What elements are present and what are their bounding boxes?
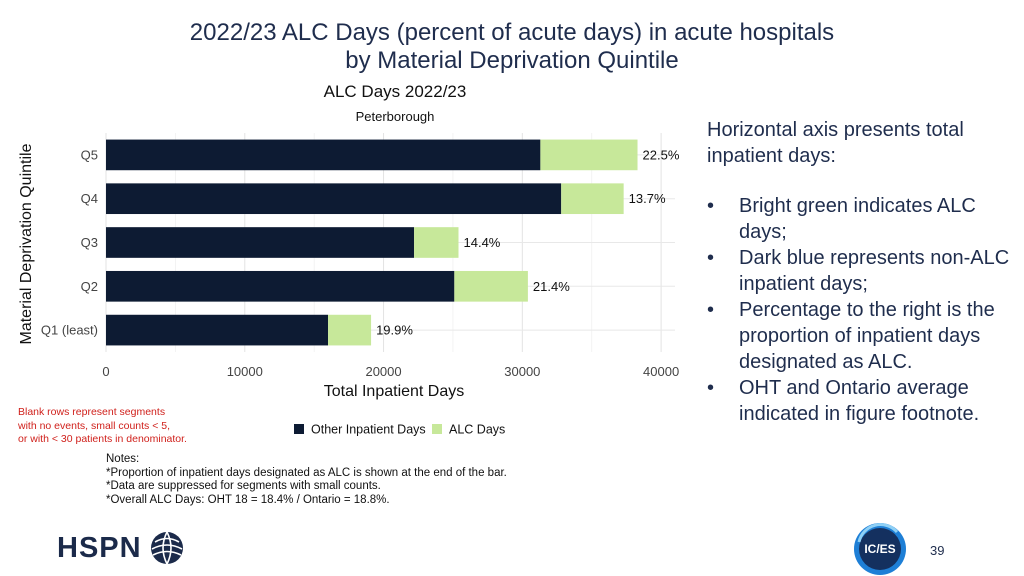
explanation-item-text: Dark blue represents non-ALC inpatient d… xyxy=(739,247,1010,295)
bar-segment-other-inpatient-days xyxy=(106,314,329,346)
bar-data-label: 21.4% xyxy=(533,279,570,294)
bullet-glyph: • xyxy=(707,299,715,321)
explanation-item-text: Bright green indicates ALC days; xyxy=(739,195,976,243)
x-tick-label: 40000 xyxy=(643,364,679,379)
chart-subtitle: Peterborough xyxy=(356,109,435,124)
bar-data-label: 14.4% xyxy=(464,235,501,250)
bar-data-label: 19.9% xyxy=(376,323,413,338)
explanation-list: • Bright green indicates ALC days; • Dark … xyxy=(707,193,1017,427)
page-number: 39 xyxy=(930,543,945,558)
notes-line: Notes: xyxy=(106,453,140,465)
bar-segment-alc-days xyxy=(540,139,638,171)
explanation-item-text: Percentage to the right is the proportio… xyxy=(739,299,995,373)
globe-icon xyxy=(150,531,183,565)
bar-segment-alc-days xyxy=(328,314,372,346)
bar-segment-other-inpatient-days xyxy=(106,183,562,215)
bar-segment-alc-days xyxy=(561,183,624,215)
notes-line: *Data are suppressed for segments with s… xyxy=(106,480,381,492)
blank-rows-note: Blank rows represent segments with no ev… xyxy=(18,406,218,447)
explanation-item-text: OHT and Ontario average indicated in fig… xyxy=(739,377,980,425)
bullet-glyph: • xyxy=(707,195,715,217)
bar-segment-alc-days xyxy=(454,270,528,302)
bullet-glyph: • xyxy=(707,247,715,269)
x-tick-label: 30000 xyxy=(504,364,540,379)
notes-line: *Overall ALC Days: OHT 18 = 18.4% / Onta… xyxy=(106,493,390,506)
blank-note-line: Blank rows represent segments xyxy=(18,406,166,418)
y-axis-label: Material Deprivation Quintile xyxy=(18,143,35,344)
blank-note-line: or with < 30 patients in denominator. xyxy=(18,433,187,445)
slide-title-line-1: 2022/23 ALC Days (percent of acute days)… xyxy=(189,19,835,46)
x-tick-label: 10000 xyxy=(227,364,263,379)
x-axis-label: Total Inpatient Days xyxy=(324,383,465,400)
y-tick-label: Q4 xyxy=(81,191,98,206)
explanation-item: • Percentage to the right is the proporti… xyxy=(707,297,1017,375)
hspn-logo-text: HSPN xyxy=(57,531,142,564)
ices-logo: IC/ES xyxy=(854,523,906,575)
explanation-item: • Dark blue represents non-ALC inpatient … xyxy=(707,245,1017,297)
x-tick-label: 20000 xyxy=(365,364,401,379)
bar-segment-alc-days xyxy=(414,227,459,258)
bar-data-label: 22.5% xyxy=(643,147,680,162)
bar-data-label: 13.7% xyxy=(629,191,666,206)
explanation-item: • Bright green indicates ALC days; xyxy=(707,193,1017,245)
blank-note-line: with no events, small counts < 5, xyxy=(18,419,171,432)
y-tick-label: Q3 xyxy=(81,235,98,250)
bar-segment-other-inpatient-days xyxy=(106,227,415,258)
explanation-intro: Horizontal axis presents total inpatient… xyxy=(707,119,964,167)
chart-title: ALC Days 2022/23 xyxy=(324,82,467,101)
chart-legend: Other Inpatient Days ALC Days xyxy=(294,423,505,437)
y-tick-label: Q2 xyxy=(81,279,98,294)
y-tick-label: Q1 (least) xyxy=(41,323,98,338)
x-tick-label: 0 xyxy=(102,364,109,379)
explanation-panel: Horizontal axis presents total inpatient… xyxy=(707,117,1017,427)
y-tick-label: Q5 xyxy=(81,147,98,162)
hspn-logo: HSPN xyxy=(57,528,186,568)
legend-swatch-alc-days xyxy=(432,424,442,434)
legend-swatch-other-inpatient-days xyxy=(294,424,304,434)
slide-title-line-2: by Material Deprivation Quintile xyxy=(345,47,679,74)
bar-segment-other-inpatient-days xyxy=(106,270,455,302)
notes-line: *Proportion of inpatient days designated… xyxy=(106,466,507,479)
bullet-glyph: • xyxy=(707,377,715,399)
ices-logo-text: IC/ES xyxy=(864,542,895,556)
legend-label: Other Inpatient Days xyxy=(311,423,426,437)
explanation-item: • OHT and Ontario average indicated in fi… xyxy=(707,375,1017,427)
chart-notes: Notes: *Proportion of inpatient days des… xyxy=(106,453,507,507)
bar-segment-other-inpatient-days xyxy=(106,139,541,171)
legend-label: ALC Days xyxy=(449,423,505,437)
